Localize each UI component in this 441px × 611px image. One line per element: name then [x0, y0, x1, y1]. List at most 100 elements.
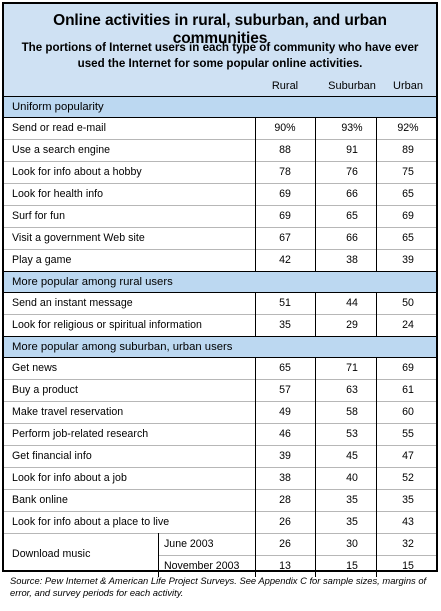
column-header-urban: Urban [393, 80, 423, 92]
cell-urban: 24 [402, 319, 414, 331]
cell-urban: 75 [402, 166, 414, 178]
data-grid: Uniform popularity Send or read e-mail 90%… [4, 4, 436, 577]
row-divider [4, 139, 436, 140]
section-heading: More popular among suburban, urban users [12, 341, 233, 353]
table-row: Look for religious or spiritual informat… [4, 314, 436, 336]
table-row: Get news 65 71 69 [4, 357, 436, 379]
cell-rural: 26 [279, 538, 291, 550]
table-row: Look for info about a hobby 78 76 75 [4, 161, 436, 183]
row-divider [4, 183, 436, 184]
row-label: Look for info about a hobby [12, 166, 142, 178]
section-heading: More popular among rural users [12, 276, 173, 288]
source-note: Source: Pew Internet & American Life Pro… [10, 575, 427, 598]
table-row: Send or read e-mail 90% 93% 92% [4, 117, 436, 139]
table-row: Perform job-related research 46 53 55 [4, 423, 436, 445]
sub-row-label: November 2003 [164, 560, 240, 572]
cell-urban: 39 [402, 254, 414, 266]
cell-suburban: 91 [346, 144, 358, 156]
cell-urban: 50 [402, 297, 414, 309]
column-divider [315, 292, 316, 336]
column-divider [158, 533, 159, 577]
column-divider [255, 117, 256, 271]
cell-urban: 69 [402, 210, 414, 222]
cell-suburban: 65 [346, 210, 358, 222]
cell-suburban: 30 [346, 538, 358, 550]
row-divider [4, 314, 436, 315]
cell-rural: 65 [279, 362, 291, 374]
table-row: Buy a product 57 63 61 [4, 379, 436, 401]
row-label: Look for religious or spiritual informat… [12, 319, 202, 331]
cell-urban: 92% [397, 122, 419, 134]
column-divider [376, 117, 377, 271]
row-divider [4, 401, 436, 402]
cell-urban: 15 [402, 560, 414, 572]
cell-suburban: 76 [346, 166, 358, 178]
row-label: Get news [12, 362, 58, 374]
cell-urban: 43 [402, 516, 414, 528]
cell-urban: 60 [402, 406, 414, 418]
cell-suburban: 93% [341, 122, 363, 134]
section-header: More popular among rural users [4, 271, 436, 293]
cell-urban: 65 [402, 188, 414, 200]
row-divider [4, 205, 436, 206]
row-label: Bank online [12, 494, 68, 506]
table-row: June 2003 26 30 32 [4, 533, 436, 555]
cell-suburban: 53 [346, 428, 358, 440]
row-label: Surf for fun [12, 210, 66, 222]
cell-suburban: 29 [346, 319, 358, 331]
table-row: Look for health info 69 66 65 [4, 183, 436, 205]
cell-urban: 35 [402, 494, 414, 506]
cell-suburban: 40 [346, 472, 358, 484]
cell-rural: 78 [279, 166, 291, 178]
cell-urban: 55 [402, 428, 414, 440]
cell-suburban: 45 [346, 450, 358, 462]
table-row: Send an instant message 51 44 50 [4, 292, 436, 314]
section-header: More popular among suburban, urban users [4, 336, 436, 358]
cell-rural: 69 [279, 188, 291, 200]
cell-rural: 49 [279, 406, 291, 418]
cell-urban: 89 [402, 144, 414, 156]
cell-rural: 69 [279, 210, 291, 222]
row-label: Play a game [12, 254, 72, 266]
cell-rural: 57 [279, 384, 291, 396]
cell-suburban: 58 [346, 406, 358, 418]
column-divider [376, 357, 377, 577]
row-label: Send or read e-mail [12, 122, 106, 134]
cell-urban: 52 [402, 472, 414, 484]
cell-rural: 51 [279, 297, 291, 309]
table-row: Use a search engine 88 91 89 [4, 139, 436, 161]
row-label: Buy a product [12, 384, 79, 396]
row-label: Download music [12, 548, 91, 560]
column-divider [315, 117, 316, 271]
cell-suburban: 71 [346, 362, 358, 374]
row-divider [4, 379, 436, 380]
section-heading: Uniform popularity [12, 101, 104, 113]
row-label: Make travel reservation [12, 406, 124, 418]
cell-suburban: 38 [346, 254, 358, 266]
table-row: November 2003 13 15 15 [4, 555, 436, 577]
table-frame: Online activities in rural, suburban, an… [2, 2, 438, 577]
title-band: Online activities in rural, suburban, an… [4, 4, 436, 96]
table-title: Online activities in rural, suburban, an… [53, 12, 387, 47]
cell-suburban: 35 [346, 494, 358, 506]
cell-rural: 28 [279, 494, 291, 506]
column-header-rural: Rural [271, 80, 299, 92]
section-header: Uniform popularity [4, 96, 436, 118]
table-row: Play a game 42 38 39 [4, 249, 436, 271]
column-divider [376, 292, 377, 336]
row-divider [4, 511, 436, 512]
column-divider [255, 357, 256, 577]
table-row: Look for info about a place to live 26 35 4… [4, 511, 436, 533]
row-label: Look for health info [12, 188, 104, 200]
cell-suburban: 35 [346, 516, 358, 528]
cell-suburban: 15 [346, 560, 358, 572]
cell-suburban: 66 [346, 232, 358, 244]
row-divider [4, 423, 436, 424]
table-subtitle: The portions of Internet users in each t… [21, 41, 419, 70]
row-label: Visit a government Web site [12, 232, 145, 244]
row-label: Use a search engine [12, 144, 111, 156]
cell-urban: 32 [402, 538, 414, 550]
cell-rural: 90% [274, 122, 296, 134]
row-label: Look for info about a place to live [12, 516, 170, 528]
column-header-suburban: Suburban [328, 80, 376, 92]
